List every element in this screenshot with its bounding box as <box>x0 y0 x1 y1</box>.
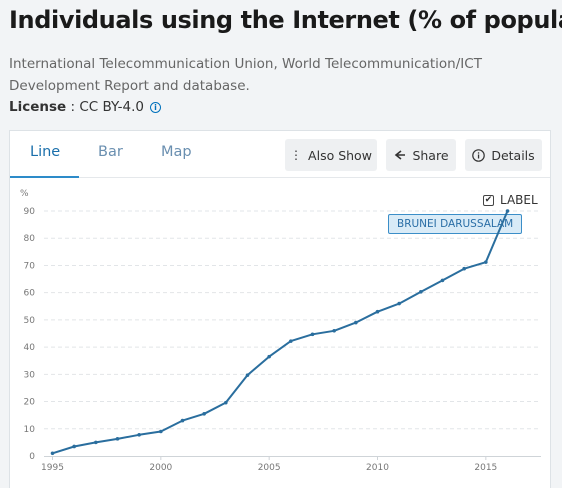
data-point <box>505 209 510 213</box>
data-point <box>462 266 466 271</box>
source-text: International Telecommunication Union, W… <box>9 56 482 94</box>
data-point <box>94 440 98 445</box>
y-tick-label: 70 <box>24 261 36 271</box>
also-show-label: Also Show <box>308 147 372 163</box>
tab-map[interactable]: Map <box>161 144 192 160</box>
x-tick-label: 2000 <box>149 463 172 473</box>
details-label: Details <box>491 147 535 163</box>
details-button[interactable]: Details <box>465 139 542 171</box>
data-point <box>137 432 141 437</box>
line-chart: % 0 10 20 30 40 50 60 70 80 90 1995 2000 2005 2010 2015 <box>20 189 541 473</box>
checkbox-checked-icon[interactable]: ✔ <box>483 194 494 206</box>
license-value: : CC BY-4.0 <box>66 99 144 115</box>
label-toggle[interactable]: ✔ LABEL <box>483 193 538 207</box>
share-icon <box>395 150 406 160</box>
data-point <box>310 332 315 337</box>
y-tick-label: 0 <box>29 452 35 462</box>
y-axis-label: % <box>20 189 29 199</box>
share-button[interactable]: Share <box>386 139 456 171</box>
active-tab-indicator <box>10 176 79 178</box>
data-point <box>202 412 206 416</box>
data-point <box>50 451 55 456</box>
data-point <box>267 354 271 359</box>
y-tick-label: 90 <box>24 207 36 217</box>
license-label: License <box>9 99 67 115</box>
data-point <box>332 328 336 333</box>
data-point <box>72 444 76 449</box>
x-tick-label: 1995 <box>41 463 64 473</box>
data-point <box>484 260 488 264</box>
y-tick-label: 30 <box>24 370 36 380</box>
tab-line[interactable]: Line <box>30 144 61 160</box>
data-point <box>245 373 250 377</box>
x-tick-label: 2015 <box>474 463 497 473</box>
y-tick-label: 40 <box>24 343 36 353</box>
more-vertical-icon: ⋮ <box>290 148 303 162</box>
data-point <box>224 400 228 405</box>
data-point <box>180 418 185 423</box>
series-line <box>52 210 509 455</box>
data-point <box>289 339 293 343</box>
info-icon <box>472 148 486 162</box>
data-point <box>375 309 380 314</box>
license-line: License : CC BY-4.0 i <box>9 99 161 115</box>
data-point <box>440 278 445 283</box>
y-tick-label: 80 <box>24 234 36 244</box>
share-label: Share <box>412 147 449 163</box>
chart-card: Line Bar Map ⋮ Also Show Share Details ✔… <box>9 130 551 488</box>
also-show-button[interactable]: ⋮ Also Show <box>285 139 377 171</box>
tab-bar-chart[interactable]: Bar <box>98 144 123 160</box>
x-tick-label: 2010 <box>366 463 389 473</box>
data-point <box>159 429 163 434</box>
x-tick-label: 2005 <box>258 463 281 473</box>
data-point <box>115 437 120 441</box>
label-toggle-text: LABEL <box>500 193 538 207</box>
y-tick-label: 60 <box>24 289 36 299</box>
info-circle-icon[interactable]: i <box>150 102 161 113</box>
page-title: Individuals using the Internet (% of pop… <box>9 6 562 34</box>
y-tick-label: 20 <box>24 398 36 408</box>
data-point <box>354 320 358 325</box>
y-tick-label: 10 <box>24 425 36 435</box>
data-point <box>419 290 423 294</box>
data-point <box>397 301 401 306</box>
series-label-tooltip: BRUNEI DARUSSALAM <box>388 214 523 234</box>
y-tick-label: 50 <box>24 316 36 326</box>
tab-bar: Line Bar Map ⋮ Also Show Share Details <box>10 131 550 178</box>
